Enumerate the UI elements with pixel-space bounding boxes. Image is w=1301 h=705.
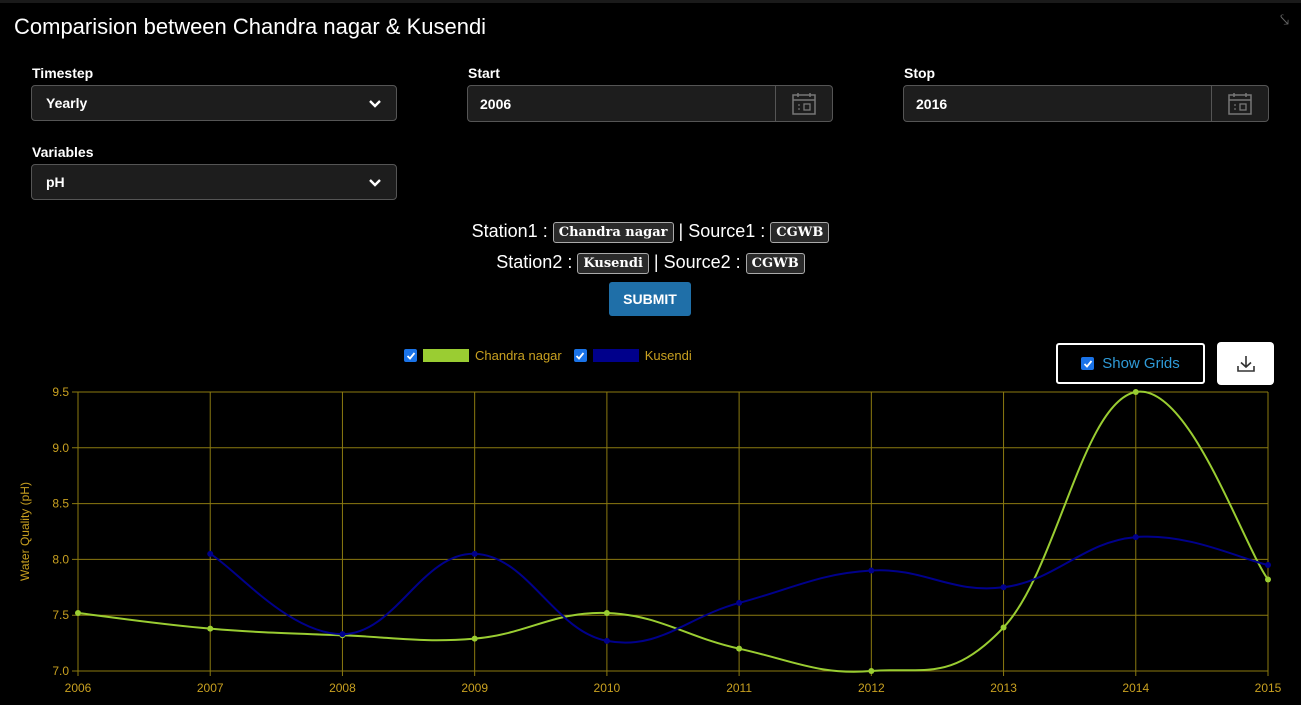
station1-label: Station1 :	[471, 221, 548, 241]
x-tick-label: 2009	[461, 681, 488, 695]
line-chart: 7.0 7.5 8.0 8.5 9.0 9.5 2006 2007 2008 2009 2010 20…	[18, 385, 1282, 695]
chart-legend: Chandra nagar Kusendi	[404, 348, 692, 363]
x-tick-label: 2013	[990, 681, 1017, 695]
check-icon	[576, 351, 585, 360]
start-label: Start	[468, 65, 500, 81]
timestep-label: Timestep	[32, 65, 94, 81]
data-point-series-2	[736, 599, 743, 606]
data-point-series-2	[868, 567, 875, 574]
chevron-down-icon	[369, 100, 381, 108]
x-tick-label: 2014	[1122, 681, 1149, 695]
legend-checkbox-chandra-nagar[interactable]	[404, 349, 417, 362]
x-tick-label: 2011	[726, 681, 752, 695]
legend-checkbox-kusendi[interactable]	[573, 349, 587, 362]
calendar-icon	[792, 92, 816, 115]
data-point-series-1	[1265, 576, 1271, 583]
station2-badge: Kusendi	[577, 252, 649, 274]
data-point-series-1	[603, 609, 610, 616]
window-top-border	[0, 0, 1301, 3]
station2-line: Station2 : Kusendi | Source2 : CGWB	[0, 252, 1301, 274]
data-point-series-2	[471, 550, 478, 557]
data-point-series-1	[207, 625, 214, 632]
timestep-select[interactable]: Yearly	[31, 85, 397, 121]
data-point-series-1	[868, 668, 875, 674]
y-tick-label: 8.0	[52, 552, 69, 566]
source2-badge: CGWB	[745, 252, 805, 274]
stop-value: 2016	[916, 95, 948, 112]
check-icon	[1083, 359, 1092, 368]
source2-label: | Source2 :	[653, 252, 741, 272]
y-axis-label: Water Quality (pH)	[18, 482, 32, 581]
submit-button[interactable]: SUBMIT	[609, 282, 691, 316]
show-grids-toggle[interactable]: Show Grids	[1056, 343, 1205, 384]
download-button[interactable]	[1217, 342, 1274, 385]
stop-input[interactable]: 2016	[903, 85, 1212, 122]
variables-value: pH	[46, 174, 65, 190]
x-tick-label: 2010	[594, 681, 621, 695]
stop-label: Stop	[904, 65, 936, 81]
series-line-2	[209, 535, 1269, 644]
collapse-icon[interactable]: ⤥	[1279, 12, 1289, 29]
data-point-series-1	[1132, 389, 1139, 395]
start-value: 2006	[480, 95, 512, 112]
start-input[interactable]: 2006	[467, 85, 776, 122]
timestep-value: Yearly	[46, 95, 88, 111]
check-icon	[406, 351, 415, 360]
data-point-series-2	[207, 550, 214, 557]
show-grids-label: Show Grids	[1102, 355, 1180, 372]
download-icon	[1236, 355, 1255, 372]
show-grids-checkbox[interactable]	[1081, 357, 1095, 370]
x-tick-label: 2012	[858, 681, 885, 695]
calendar-icon	[1228, 92, 1252, 115]
x-tick-label: 2008	[329, 681, 356, 695]
variables-label: Variables	[32, 144, 94, 160]
y-tick-label: 7.5	[52, 608, 69, 622]
start-calendar-button[interactable]	[776, 85, 833, 122]
source1-label: | Source1 :	[678, 221, 766, 241]
data-point-series-2	[1000, 584, 1007, 591]
y-tick-label: 9.0	[52, 441, 69, 455]
variables-select[interactable]: pH	[31, 164, 397, 200]
data-point-series-2	[1265, 561, 1271, 568]
chevron-down-icon	[369, 179, 381, 187]
data-point-series-1	[1000, 624, 1007, 631]
station2-label: Station2 :	[496, 252, 573, 272]
data-point-series-2	[603, 637, 610, 644]
source1-badge: CGWB	[770, 221, 830, 243]
x-tick-label: 2015	[1255, 681, 1282, 695]
stop-calendar-button[interactable]	[1212, 85, 1269, 122]
data-point-series-2	[339, 631, 346, 638]
y-tick-label: 8.5	[52, 497, 69, 511]
data-point-series-1	[75, 609, 81, 616]
page-title: Comparision between Chandra nagar & Kuse…	[14, 14, 487, 39]
station1-badge: Chandra nagar	[552, 221, 674, 243]
x-tick-label: 2007	[197, 681, 224, 695]
data-point-series-2	[1132, 534, 1139, 541]
data-point-series-1	[471, 635, 478, 642]
legend-label-chandra-nagar: Chandra nagar	[475, 348, 562, 363]
legend-label-kusendi: Kusendi	[644, 348, 692, 363]
x-tick-label: 2006	[65, 681, 92, 695]
legend-swatch-chandra-nagar	[423, 349, 469, 362]
legend-swatch-kusendi	[592, 349, 639, 362]
station1-line: Station1 : Chandra nagar | Source1 : CGW…	[0, 221, 1301, 243]
y-tick-label: 7.0	[52, 664, 69, 678]
data-point-series-1	[736, 645, 743, 652]
y-tick-label: 9.5	[52, 385, 69, 399]
